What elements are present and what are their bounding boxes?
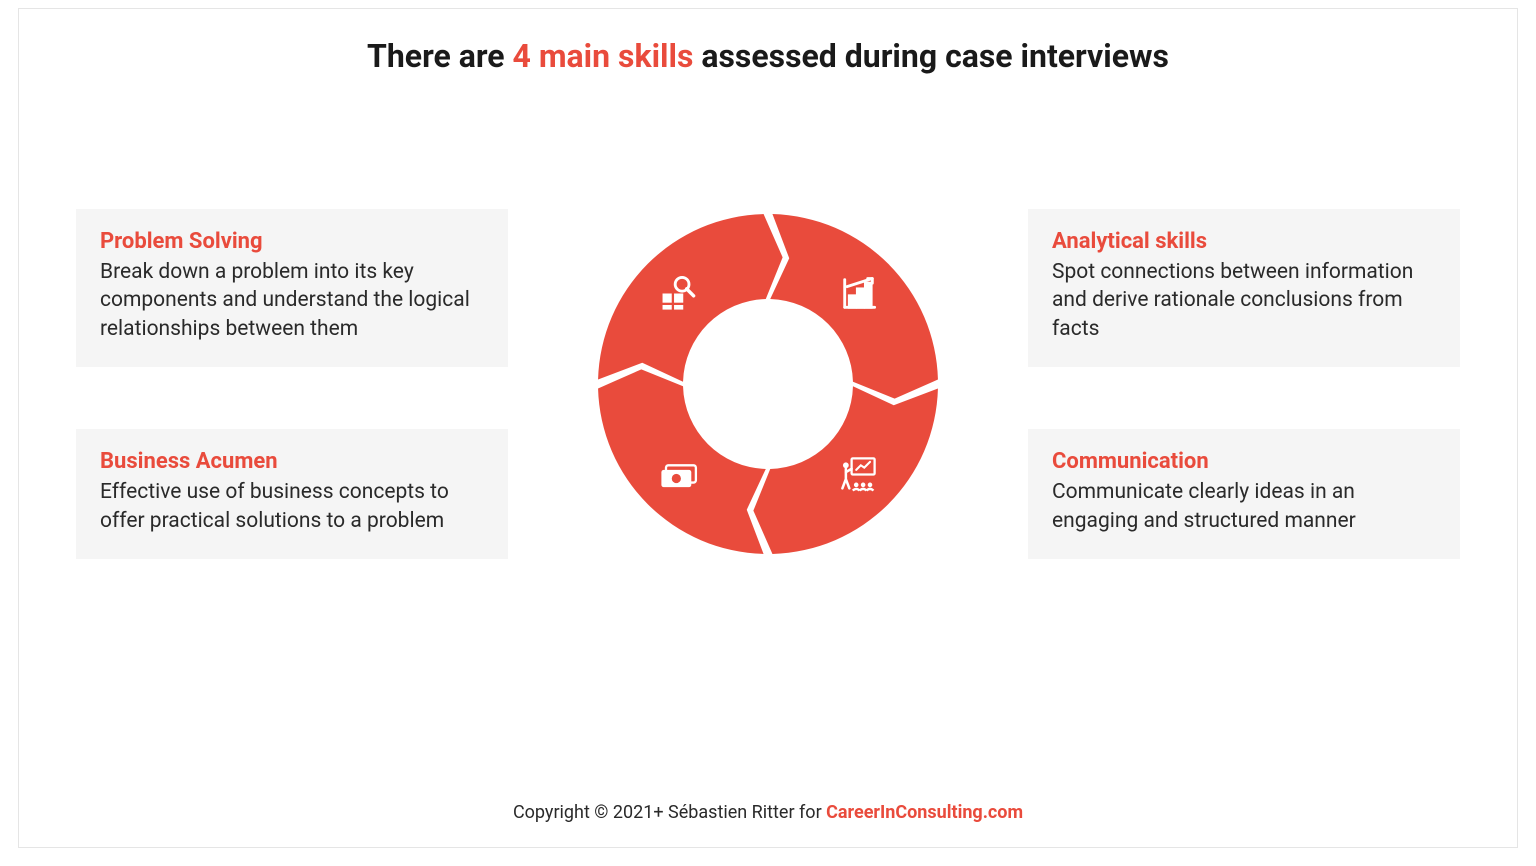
copyright-brand: CareerInConsulting.com xyxy=(826,802,1023,823)
copyright-text: Copyright © 2021+ Sébastien Ritter for xyxy=(513,802,826,823)
skill-desc: Communicate clearly ideas in an engaging… xyxy=(1052,478,1436,535)
skill-business-acumen: Business Acumen Effective use of busines… xyxy=(76,429,508,559)
skill-desc: Effective use of business concepts to of… xyxy=(100,478,484,535)
skill-communication: Communication Communicate clearly ideas … xyxy=(1028,429,1460,559)
right-column: Analytical skills Spot connections betwe… xyxy=(1028,209,1460,559)
skill-title: Business Acumen xyxy=(100,449,484,474)
skill-title: Analytical skills xyxy=(1052,229,1436,254)
skill-title: Communication xyxy=(1052,449,1436,474)
skill-desc: Spot connections between information and… xyxy=(1052,258,1436,343)
skill-analytical: Analytical skills Spot connections betwe… xyxy=(1028,209,1460,367)
donut-segment xyxy=(598,214,783,382)
donut-segment xyxy=(598,369,766,554)
left-column: Problem Solving Break down a problem int… xyxy=(76,209,508,559)
title-accent: 4 main skills xyxy=(513,37,694,75)
page-title: There are 4 main skills assessed during … xyxy=(19,9,1517,75)
skill-problem-solving: Problem Solving Break down a problem int… xyxy=(76,209,508,367)
title-after: assessed during case interviews xyxy=(693,37,1169,75)
content-row: Problem Solving Break down a problem int… xyxy=(19,194,1517,574)
copyright: Copyright © 2021+ Sébastien Ritter for C… xyxy=(19,802,1517,823)
skill-desc: Break down a problem into its key compon… xyxy=(100,258,484,343)
skill-title: Problem Solving xyxy=(100,229,484,254)
title-before: There are xyxy=(367,37,512,75)
cycle-donut xyxy=(578,194,958,574)
center-column xyxy=(508,194,1028,574)
infographic-container: There are 4 main skills assessed during … xyxy=(18,8,1518,848)
